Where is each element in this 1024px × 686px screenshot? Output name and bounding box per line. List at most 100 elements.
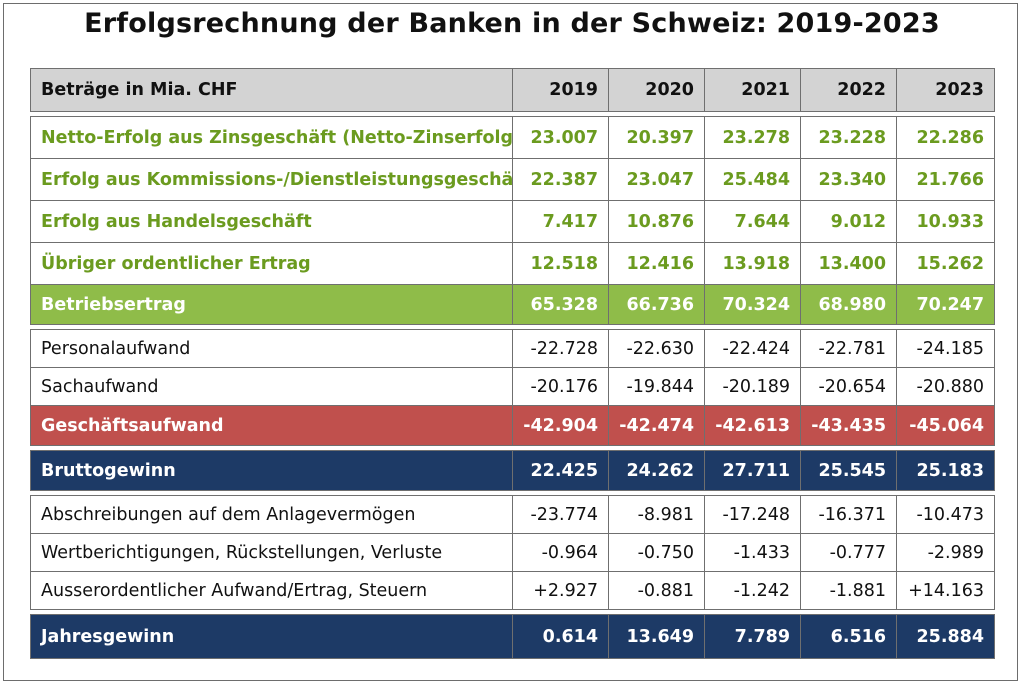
table-row: Erfolg aus Handelsgeschäft 7.417 10.876 … [30, 200, 995, 243]
cell-value: 13.649 [608, 614, 705, 659]
cell-value: 25.545 [800, 450, 897, 491]
cell-value: 70.324 [704, 284, 801, 325]
cell-value: -22.630 [608, 329, 705, 368]
row-label: Abschreibungen auf dem Anlagevermögen [30, 495, 513, 534]
cell-value: -42.474 [608, 405, 705, 446]
cell-value: 20.397 [608, 116, 705, 159]
income-statement-table: Beträge in Mia. CHF 2019 2020 2021 2022 … [30, 68, 995, 659]
cell-value: 10.876 [608, 200, 705, 243]
total-row-bruttogewinn: Bruttogewinn 22.425 24.262 27.711 25.545… [30, 450, 995, 491]
cell-value: -45.064 [896, 405, 995, 446]
cell-value: 24.262 [608, 450, 705, 491]
header-year: 2021 [704, 68, 801, 112]
cell-value: -1.881 [800, 571, 897, 610]
cell-value: 23.007 [512, 116, 609, 159]
header-year: 2022 [800, 68, 897, 112]
cell-value: 70.247 [896, 284, 995, 325]
cell-value: -22.424 [704, 329, 801, 368]
row-label: Betriebsertrag [30, 284, 513, 325]
cell-value: -17.248 [704, 495, 801, 534]
table-row: Erfolg aus Kommissions-/Dienstleistungsg… [30, 158, 995, 201]
cell-value: 27.711 [704, 450, 801, 491]
cell-value: -0.964 [512, 533, 609, 572]
cell-value: -1.242 [704, 571, 801, 610]
cell-value: 68.980 [800, 284, 897, 325]
page-title: Erfolgsrechnung der Banken in der Schwei… [84, 8, 940, 39]
cell-value: -22.781 [800, 329, 897, 368]
cell-value: -20.189 [704, 367, 801, 406]
cell-value: -16.371 [800, 495, 897, 534]
cell-value: -20.654 [800, 367, 897, 406]
header-year: 2020 [608, 68, 705, 112]
cell-value: -2.989 [896, 533, 995, 572]
cell-value: -20.880 [896, 367, 995, 406]
row-label: Geschäftsaufwand [30, 405, 513, 446]
table-row: Netto-Erfolg aus Zinsgeschäft (Netto-Zin… [30, 116, 995, 159]
cell-value: 22.387 [512, 158, 609, 201]
cell-value: -8.981 [608, 495, 705, 534]
cell-value: -20.176 [512, 367, 609, 406]
cell-value: 23.278 [704, 116, 801, 159]
cell-value: -0.750 [608, 533, 705, 572]
cell-value: 9.012 [800, 200, 897, 243]
cell-value: 12.416 [608, 242, 705, 285]
figure-frame [3, 3, 1018, 681]
cell-value: -42.904 [512, 405, 609, 446]
cell-value: 23.228 [800, 116, 897, 159]
cell-value: 25.884 [896, 614, 995, 659]
cell-value: 13.400 [800, 242, 897, 285]
cell-value: -42.613 [704, 405, 801, 446]
table-header-row: Beträge in Mia. CHF 2019 2020 2021 2022 … [30, 68, 995, 112]
row-label: Personalaufwand [30, 329, 513, 368]
row-label: Jahresgewinn [30, 614, 513, 659]
row-label: Sachaufwand [30, 367, 513, 406]
table-row: Sachaufwand -20.176 -19.844 -20.189 -20.… [30, 367, 995, 406]
cell-value: 7.417 [512, 200, 609, 243]
cell-value: 13.918 [704, 242, 801, 285]
table-row: Personalaufwand -22.728 -22.630 -22.424 … [30, 329, 995, 368]
cell-value: -0.881 [608, 571, 705, 610]
cell-value: 7.789 [704, 614, 801, 659]
total-row-jahresgewinn: Jahresgewinn 0.614 13.649 7.789 6.516 25… [30, 614, 995, 659]
cell-value: -43.435 [800, 405, 897, 446]
cell-value: 66.736 [608, 284, 705, 325]
cell-value: 22.286 [896, 116, 995, 159]
table-row: Abschreibungen auf dem Anlagevermögen -2… [30, 495, 995, 534]
cell-value: -22.728 [512, 329, 609, 368]
cell-value: 21.766 [896, 158, 995, 201]
cell-value: 22.425 [512, 450, 609, 491]
cell-value: +14.163 [896, 571, 995, 610]
table-row: Ausserordentlicher Aufwand/Ertrag, Steue… [30, 571, 995, 610]
row-label: Übriger ordentlicher Ertrag [30, 242, 513, 285]
cell-value: 23.047 [608, 158, 705, 201]
cell-value: 23.340 [800, 158, 897, 201]
cell-value: -19.844 [608, 367, 705, 406]
cell-value: 15.262 [896, 242, 995, 285]
cell-value: 10.933 [896, 200, 995, 243]
row-label: Erfolg aus Kommissions-/Dienstleistungsg… [30, 158, 513, 201]
cell-value: -1.433 [704, 533, 801, 572]
row-label: Wertberichtigungen, Rückstellungen, Verl… [30, 533, 513, 572]
cell-value: 0.614 [512, 614, 609, 659]
cell-value: 25.183 [896, 450, 995, 491]
cell-value: 65.328 [512, 284, 609, 325]
total-row-geschaeftsaufwand: Geschäftsaufwand -42.904 -42.474 -42.613… [30, 405, 995, 446]
cell-value: +2.927 [512, 571, 609, 610]
cell-value: 7.644 [704, 200, 801, 243]
table-row: Übriger ordentlicher Ertrag 12.518 12.41… [30, 242, 995, 285]
cell-value: -23.774 [512, 495, 609, 534]
cell-value: -0.777 [800, 533, 897, 572]
cell-value: -10.473 [896, 495, 995, 534]
header-year: 2023 [896, 68, 995, 112]
row-label: Erfolg aus Handelsgeschäft [30, 200, 513, 243]
cell-value: 25.484 [704, 158, 801, 201]
cell-value: 6.516 [800, 614, 897, 659]
total-row-betriebsertrag: Betriebsertrag 65.328 66.736 70.324 68.9… [30, 284, 995, 325]
header-label: Beträge in Mia. CHF [30, 68, 513, 112]
row-label: Netto-Erfolg aus Zinsgeschäft (Netto-Zin… [30, 116, 513, 159]
cell-value: -24.185 [896, 329, 995, 368]
row-label: Ausserordentlicher Aufwand/Ertrag, Steue… [30, 571, 513, 610]
row-label: Bruttogewinn [30, 450, 513, 491]
cell-value: 12.518 [512, 242, 609, 285]
header-year: 2019 [512, 68, 609, 112]
